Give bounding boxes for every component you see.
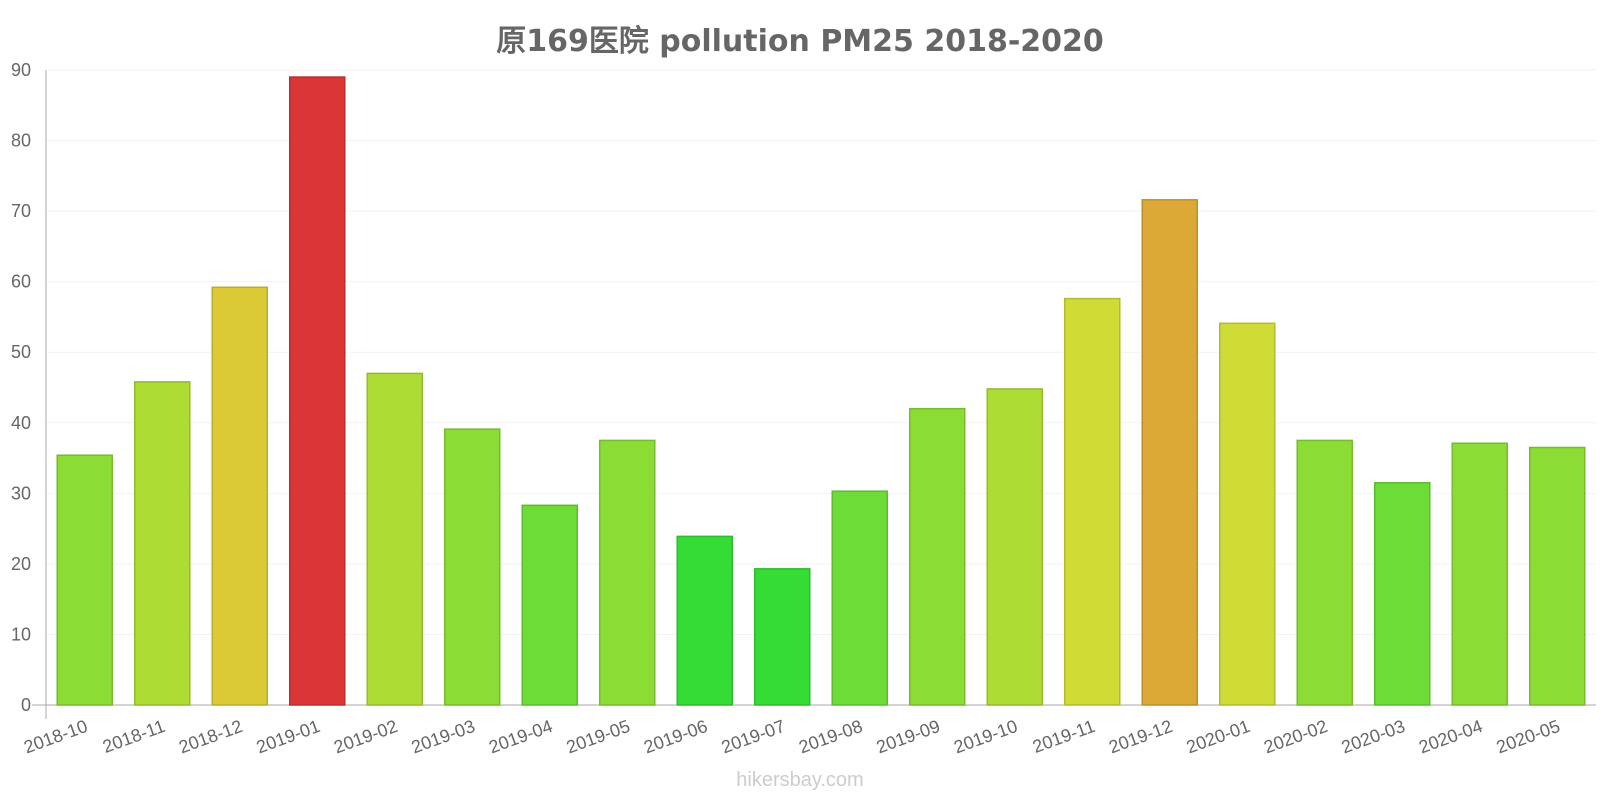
x-tick-label: 2019-01: [254, 716, 323, 757]
y-tick-label: 80: [11, 131, 31, 151]
bar-2019-11: [1063, 297, 1121, 706]
bar-2018-12: [211, 286, 269, 706]
bar-2020-02: [1296, 439, 1354, 706]
y-tick-label: 60: [11, 272, 31, 292]
bar-2018-11: [133, 381, 191, 706]
bar-2019-01: [288, 76, 346, 706]
x-tick-label: 2019-08: [796, 716, 865, 757]
bar-2019-05: [598, 439, 656, 706]
x-tick-label: 2019-05: [564, 716, 633, 757]
y-tick-label: 0: [21, 695, 31, 715]
x-tick-label: 2020-03: [1339, 716, 1408, 757]
y-tick-label: 20: [11, 554, 31, 574]
chart-title: 原169医院 pollution PM25 2018-2020: [496, 24, 1104, 59]
x-tick-label: 2019-07: [719, 716, 788, 757]
x-tick-label: 2018-10: [21, 716, 90, 757]
y-tick-label: 70: [11, 201, 31, 221]
y-tick-label: 40: [11, 413, 31, 433]
x-tick-label: 2019-12: [1106, 716, 1175, 757]
x-tick-label: 2019-02: [331, 716, 400, 757]
x-tick-label: 2019-04: [486, 716, 555, 757]
y-tick-label: 10: [11, 624, 31, 644]
x-tick-label: 2019-11: [1030, 716, 1098, 757]
x-tick-label: 2020-04: [1416, 716, 1485, 757]
x-tick-label: 2018-11: [100, 716, 168, 757]
y-tick-label: 90: [11, 60, 31, 80]
x-tick-label: 2019-06: [641, 716, 710, 757]
bar-2019-08: [831, 490, 889, 706]
bar-2020-03: [1373, 482, 1431, 706]
watermark: hikersbay.com: [736, 769, 864, 791]
x-tick-label: 2018-12: [176, 716, 245, 757]
bar-2019-10: [986, 388, 1044, 706]
x-tick-label: 2020-02: [1261, 716, 1330, 757]
bar-2019-12: [1141, 199, 1199, 706]
x-tick-label: 2020-05: [1494, 716, 1563, 757]
bar-2019-03: [443, 428, 501, 706]
bar-2020-05: [1528, 446, 1586, 706]
bar-2019-06: [676, 535, 734, 706]
x-tick-label: 2019-09: [874, 716, 943, 757]
y-tick-label: 50: [11, 342, 31, 362]
bar-2020-01: [1218, 322, 1276, 706]
bar-2018-10: [56, 454, 114, 706]
bar-2019-07: [753, 568, 811, 706]
bar-2019-02: [366, 372, 424, 706]
x-tick-label: 2020-01: [1184, 716, 1253, 757]
bar-2020-04: [1451, 442, 1509, 706]
bar-2019-09: [908, 407, 966, 706]
x-tick-label: 2019-10: [951, 716, 1020, 757]
bar-2019-04: [521, 504, 579, 706]
y-tick-label: 30: [11, 483, 31, 503]
x-tick-label: 2019-03: [409, 716, 478, 757]
